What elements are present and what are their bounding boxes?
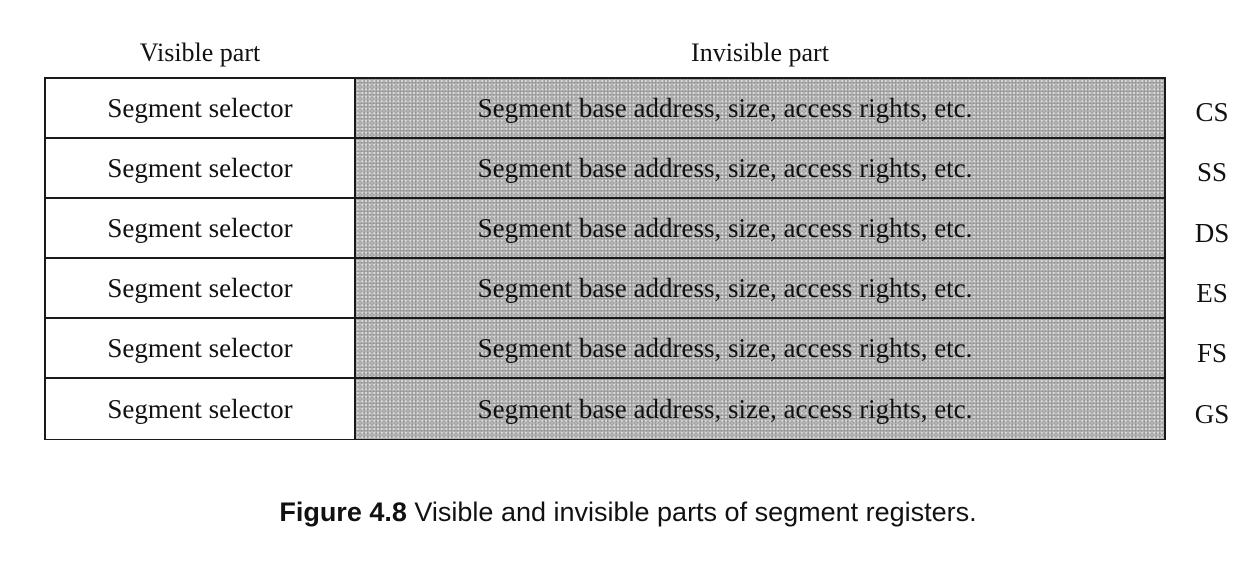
descriptor-cache-cell: Segment base address, size, access right… (356, 79, 1164, 137)
invisible-part-header: Invisible part (691, 38, 829, 67)
register-row-es: Segment selector Segment base address, s… (46, 259, 1164, 319)
register-label-cs: CS (1195, 97, 1229, 127)
register-row-ss: Segment selector Segment base address, s… (46, 139, 1164, 199)
descriptor-cache-cell: Segment base address, size, access right… (356, 379, 1164, 439)
register-label-es: ES (1196, 278, 1228, 308)
figure-caption-text: Visible and invisible parts of segment r… (414, 497, 977, 527)
visible-part-header: Visible part (139, 38, 261, 67)
segment-selector-cell: Segment selector (46, 199, 356, 257)
figure-caption: Figure 4.8 Visible and invisible parts o… (0, 496, 1256, 528)
segment-selector-cell: Segment selector (46, 79, 356, 137)
segment-selector-cell: Segment selector (46, 319, 356, 377)
segment-selector-cell: Segment selector (46, 379, 356, 439)
register-label-gs: GS (1194, 399, 1230, 429)
descriptor-cache-cell: Segment base address, size, access right… (356, 139, 1164, 197)
register-row-gs: Segment selector Segment base address, s… (46, 379, 1164, 439)
figure-caption-label: Figure 4.8 (279, 497, 407, 527)
register-label-fs: FS (1196, 338, 1228, 368)
register-label-ss: SS (1196, 157, 1228, 187)
register-row-fs: Segment selector Segment base address, s… (46, 319, 1164, 379)
descriptor-cache-cell: Segment base address, size, access right… (356, 199, 1164, 257)
segment-selector-cell: Segment selector (46, 139, 356, 197)
descriptor-cache-cell: Segment base address, size, access right… (356, 259, 1164, 317)
descriptor-cache-cell: Segment base address, size, access right… (356, 319, 1164, 377)
register-row-cs: Segment selector Segment base address, s… (46, 79, 1164, 139)
register-row-ds: Segment selector Segment base address, s… (46, 199, 1164, 259)
segment-register-table: Segment selector Segment base address, s… (44, 77, 1166, 440)
register-label-ds: DS (1194, 218, 1230, 248)
segment-selector-cell: Segment selector (46, 259, 356, 317)
